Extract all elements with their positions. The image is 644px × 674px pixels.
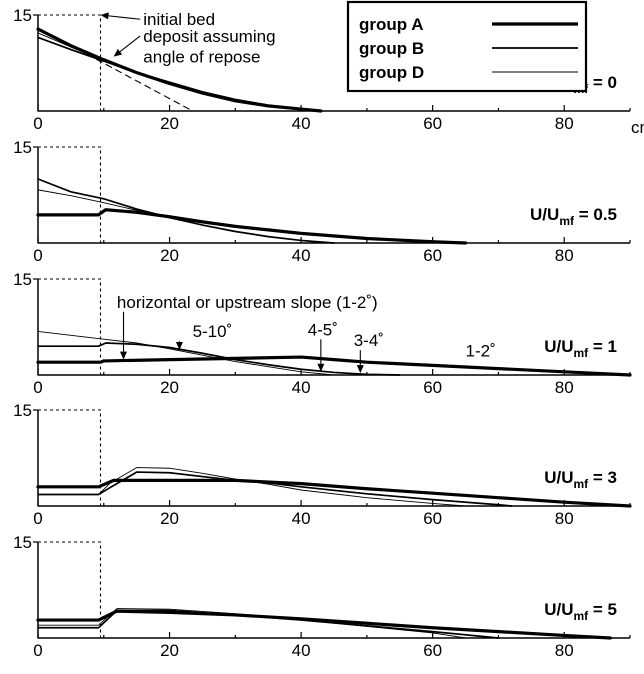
panel-label: U/Umf = 5 <box>544 600 617 623</box>
panel-label: U/Umf = 0.5 <box>530 205 617 228</box>
x-tick-label: 20 <box>160 114 179 133</box>
legend: group A group B group D <box>346 0 588 93</box>
panel-label-main: U/U <box>544 468 573 487</box>
x-tick-label: 20 <box>160 641 179 660</box>
panel-label-subscript: mf <box>573 346 589 360</box>
series-line-group-d <box>37 467 467 507</box>
y-tick-label: 15 <box>13 533 32 552</box>
panel-label-value: = 0 <box>588 73 617 92</box>
legend-label: group D <box>359 63 424 82</box>
x-tick-label: 40 <box>292 641 311 660</box>
panel-label-main: U/U <box>544 600 573 619</box>
panel-label: U/Umf = 1 <box>544 337 617 360</box>
annotation-text: horizontal or upstream slope (1-2˚) <box>117 293 378 312</box>
annotation-arrowhead <box>175 342 183 351</box>
x-tick-label: 40 <box>292 246 311 265</box>
panel-1: 15 0 20 40 60 80 U/Umf = 0.5 <box>13 138 631 265</box>
annotation-arrow <box>106 15 141 20</box>
annotation-arrowhead <box>113 48 123 57</box>
panel-label-main: U/U <box>544 337 573 356</box>
series-line-group-d <box>37 32 322 112</box>
legend-box <box>346 0 588 93</box>
panel-label-subscript: mf <box>559 214 575 228</box>
panel-label-value: = 3 <box>588 468 617 487</box>
annotation-arrow <box>118 35 141 54</box>
annotation-arrowhead <box>317 363 325 372</box>
annotation-text: 3-4˚ <box>354 331 384 350</box>
x-tick-label: 0 <box>33 641 42 660</box>
annotation-text: deposit assuming <box>143 27 275 46</box>
x-tick-label: 0 <box>33 114 42 133</box>
angle-of-repose-line <box>37 27 193 112</box>
series-line-group-d <box>37 189 322 244</box>
x-tick-label: 80 <box>555 641 574 660</box>
x-tick-label: 60 <box>423 378 442 397</box>
initial-bed-outline <box>38 409 102 506</box>
y-tick-label: 15 <box>13 270 32 289</box>
panel-2: 15 0 20 40 60 80 horizontal or upstream slope … <box>13 270 632 397</box>
annotation-text: 4-5˚ <box>308 320 338 339</box>
x-tick-label: 80 <box>555 509 574 528</box>
initial-bed-outline <box>38 14 102 111</box>
series-line-group-a <box>36 355 632 377</box>
x-tick-label: 20 <box>160 378 179 397</box>
initial-bed-outline <box>38 146 102 243</box>
series-line-group-d <box>37 331 335 376</box>
annotation-text: 1-2˚ <box>466 341 496 360</box>
series-line-group-a <box>36 478 632 508</box>
x-tick-label: 80 <box>555 246 574 265</box>
panel-label-value: = 0.5 <box>574 205 617 224</box>
y-tick-label: 15 <box>13 401 32 420</box>
series-line-group-b <box>37 471 513 507</box>
legend-label: group A <box>359 15 424 34</box>
annotation-text: angle of repose <box>143 47 260 66</box>
panel-label: U/Umf = 3 <box>544 468 617 491</box>
series-line-group-a <box>36 208 468 245</box>
x-tick-label: 60 <box>423 509 442 528</box>
series-line-group-b <box>37 609 500 639</box>
x-tick-label: 60 <box>423 641 442 660</box>
initial-bed-outline <box>38 278 102 375</box>
annotation-arrowhead <box>100 12 109 20</box>
series-line-group-b <box>37 342 401 376</box>
x-tick-label: 0 <box>33 509 42 528</box>
x-tick-label: 40 <box>292 509 311 528</box>
annotation-arrowhead <box>356 365 364 374</box>
panel-label-main: U/U <box>530 205 559 224</box>
series-line-group-d <box>37 608 467 639</box>
annotation-text: initial bed <box>143 10 215 29</box>
panel-label-subscript: mf <box>573 609 589 623</box>
x-tick-label: 60 <box>423 246 442 265</box>
initial-bed-outline <box>38 541 102 638</box>
legend-label: group B <box>359 39 424 58</box>
x-tick-label: 60 <box>423 114 442 133</box>
series-line-group-a <box>36 609 612 640</box>
x-tick-label: 0 <box>33 246 42 265</box>
x-tick-label: 0 <box>33 378 42 397</box>
x-unit-label: cm <box>631 118 644 137</box>
x-tick-label: 40 <box>292 114 311 133</box>
y-tick-label: 15 <box>13 6 32 25</box>
y-tick-label: 15 <box>13 138 32 157</box>
x-tick-label: 20 <box>160 509 179 528</box>
x-tick-label: 20 <box>160 246 179 265</box>
x-tick-label: 80 <box>555 114 574 133</box>
panel-label-value: = 1 <box>588 337 617 356</box>
panel-3: 15 0 20 40 60 80 U/Umf = 3 <box>13 401 632 528</box>
panel-label-value: = 5 <box>588 600 617 619</box>
panel-label-subscript: mf <box>573 477 589 491</box>
annotation-text: 5-10˚ <box>193 322 233 341</box>
x-tick-label: 80 <box>555 378 574 397</box>
x-tick-label: 40 <box>292 378 311 397</box>
panel-4: 15 0 20 40 60 80 U/Umf = 5 <box>13 533 631 660</box>
annotation-arrowhead <box>120 351 128 360</box>
